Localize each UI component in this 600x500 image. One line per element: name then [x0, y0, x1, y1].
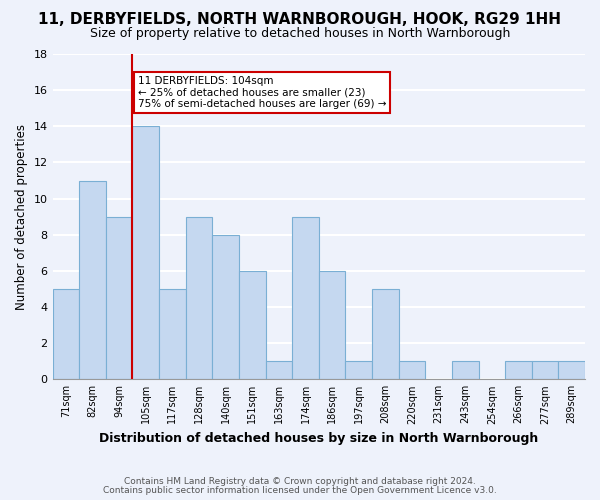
Y-axis label: Number of detached properties: Number of detached properties	[15, 124, 28, 310]
Bar	[319, 271, 346, 380]
Bar	[346, 361, 372, 380]
Bar	[106, 216, 133, 380]
X-axis label: Distribution of detached houses by size in North Warnborough: Distribution of detached houses by size …	[99, 432, 538, 445]
Text: 11 DERBYFIELDS: 104sqm
← 25% of detached houses are smaller (23)
75% of semi-det: 11 DERBYFIELDS: 104sqm ← 25% of detached…	[138, 76, 386, 109]
Bar	[398, 361, 425, 380]
Bar	[452, 361, 479, 380]
Text: Contains HM Land Registry data © Crown copyright and database right 2024.: Contains HM Land Registry data © Crown c…	[124, 477, 476, 486]
Bar	[532, 361, 559, 380]
Text: Size of property relative to detached houses in North Warnborough: Size of property relative to detached ho…	[90, 28, 510, 40]
Bar	[559, 361, 585, 380]
Bar	[212, 234, 239, 380]
Bar	[79, 180, 106, 380]
Bar	[185, 216, 212, 380]
Bar	[53, 289, 79, 380]
Bar	[133, 126, 159, 380]
Bar	[292, 216, 319, 380]
Text: Contains public sector information licensed under the Open Government Licence v3: Contains public sector information licen…	[103, 486, 497, 495]
Bar	[372, 289, 398, 380]
Bar	[159, 289, 185, 380]
Bar	[239, 271, 266, 380]
Bar	[266, 361, 292, 380]
Text: 11, DERBYFIELDS, NORTH WARNBOROUGH, HOOK, RG29 1HH: 11, DERBYFIELDS, NORTH WARNBOROUGH, HOOK…	[38, 12, 562, 28]
Bar	[505, 361, 532, 380]
